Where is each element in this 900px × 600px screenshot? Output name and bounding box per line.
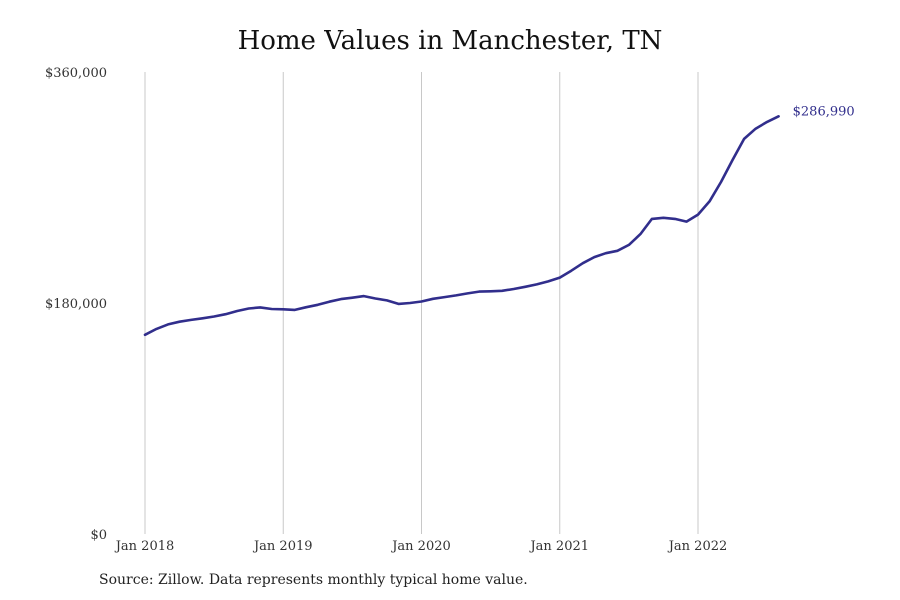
gridlines bbox=[144, 72, 699, 534]
x-tick-label: Jan 2018 bbox=[114, 539, 175, 554]
y-tick-label: $180,000 bbox=[45, 297, 107, 312]
x-tick-label: Jan 2022 bbox=[667, 539, 728, 554]
series-line bbox=[143, 115, 780, 337]
y-axis-tick-labels: $0 $180,000 $360,000 bbox=[45, 66, 107, 543]
x-tick-label: Jan 2021 bbox=[528, 539, 589, 554]
y-tick-label: $0 bbox=[90, 528, 107, 543]
source-note: Source: Zillow. Data represents monthly … bbox=[99, 572, 528, 588]
x-tick-label: Jan 2020 bbox=[390, 539, 451, 554]
x-axis-tick-labels: Jan 2018 Jan 2019 Jan 2020 Jan 2021 Jan 2022 bbox=[114, 539, 728, 554]
end-value-label: $286,990 bbox=[793, 104, 855, 119]
chart-title: Home Values in Manchester, TN bbox=[237, 26, 663, 56]
y-tick-label: $360,000 bbox=[45, 66, 107, 81]
x-tick-label: Jan 2019 bbox=[252, 539, 313, 554]
